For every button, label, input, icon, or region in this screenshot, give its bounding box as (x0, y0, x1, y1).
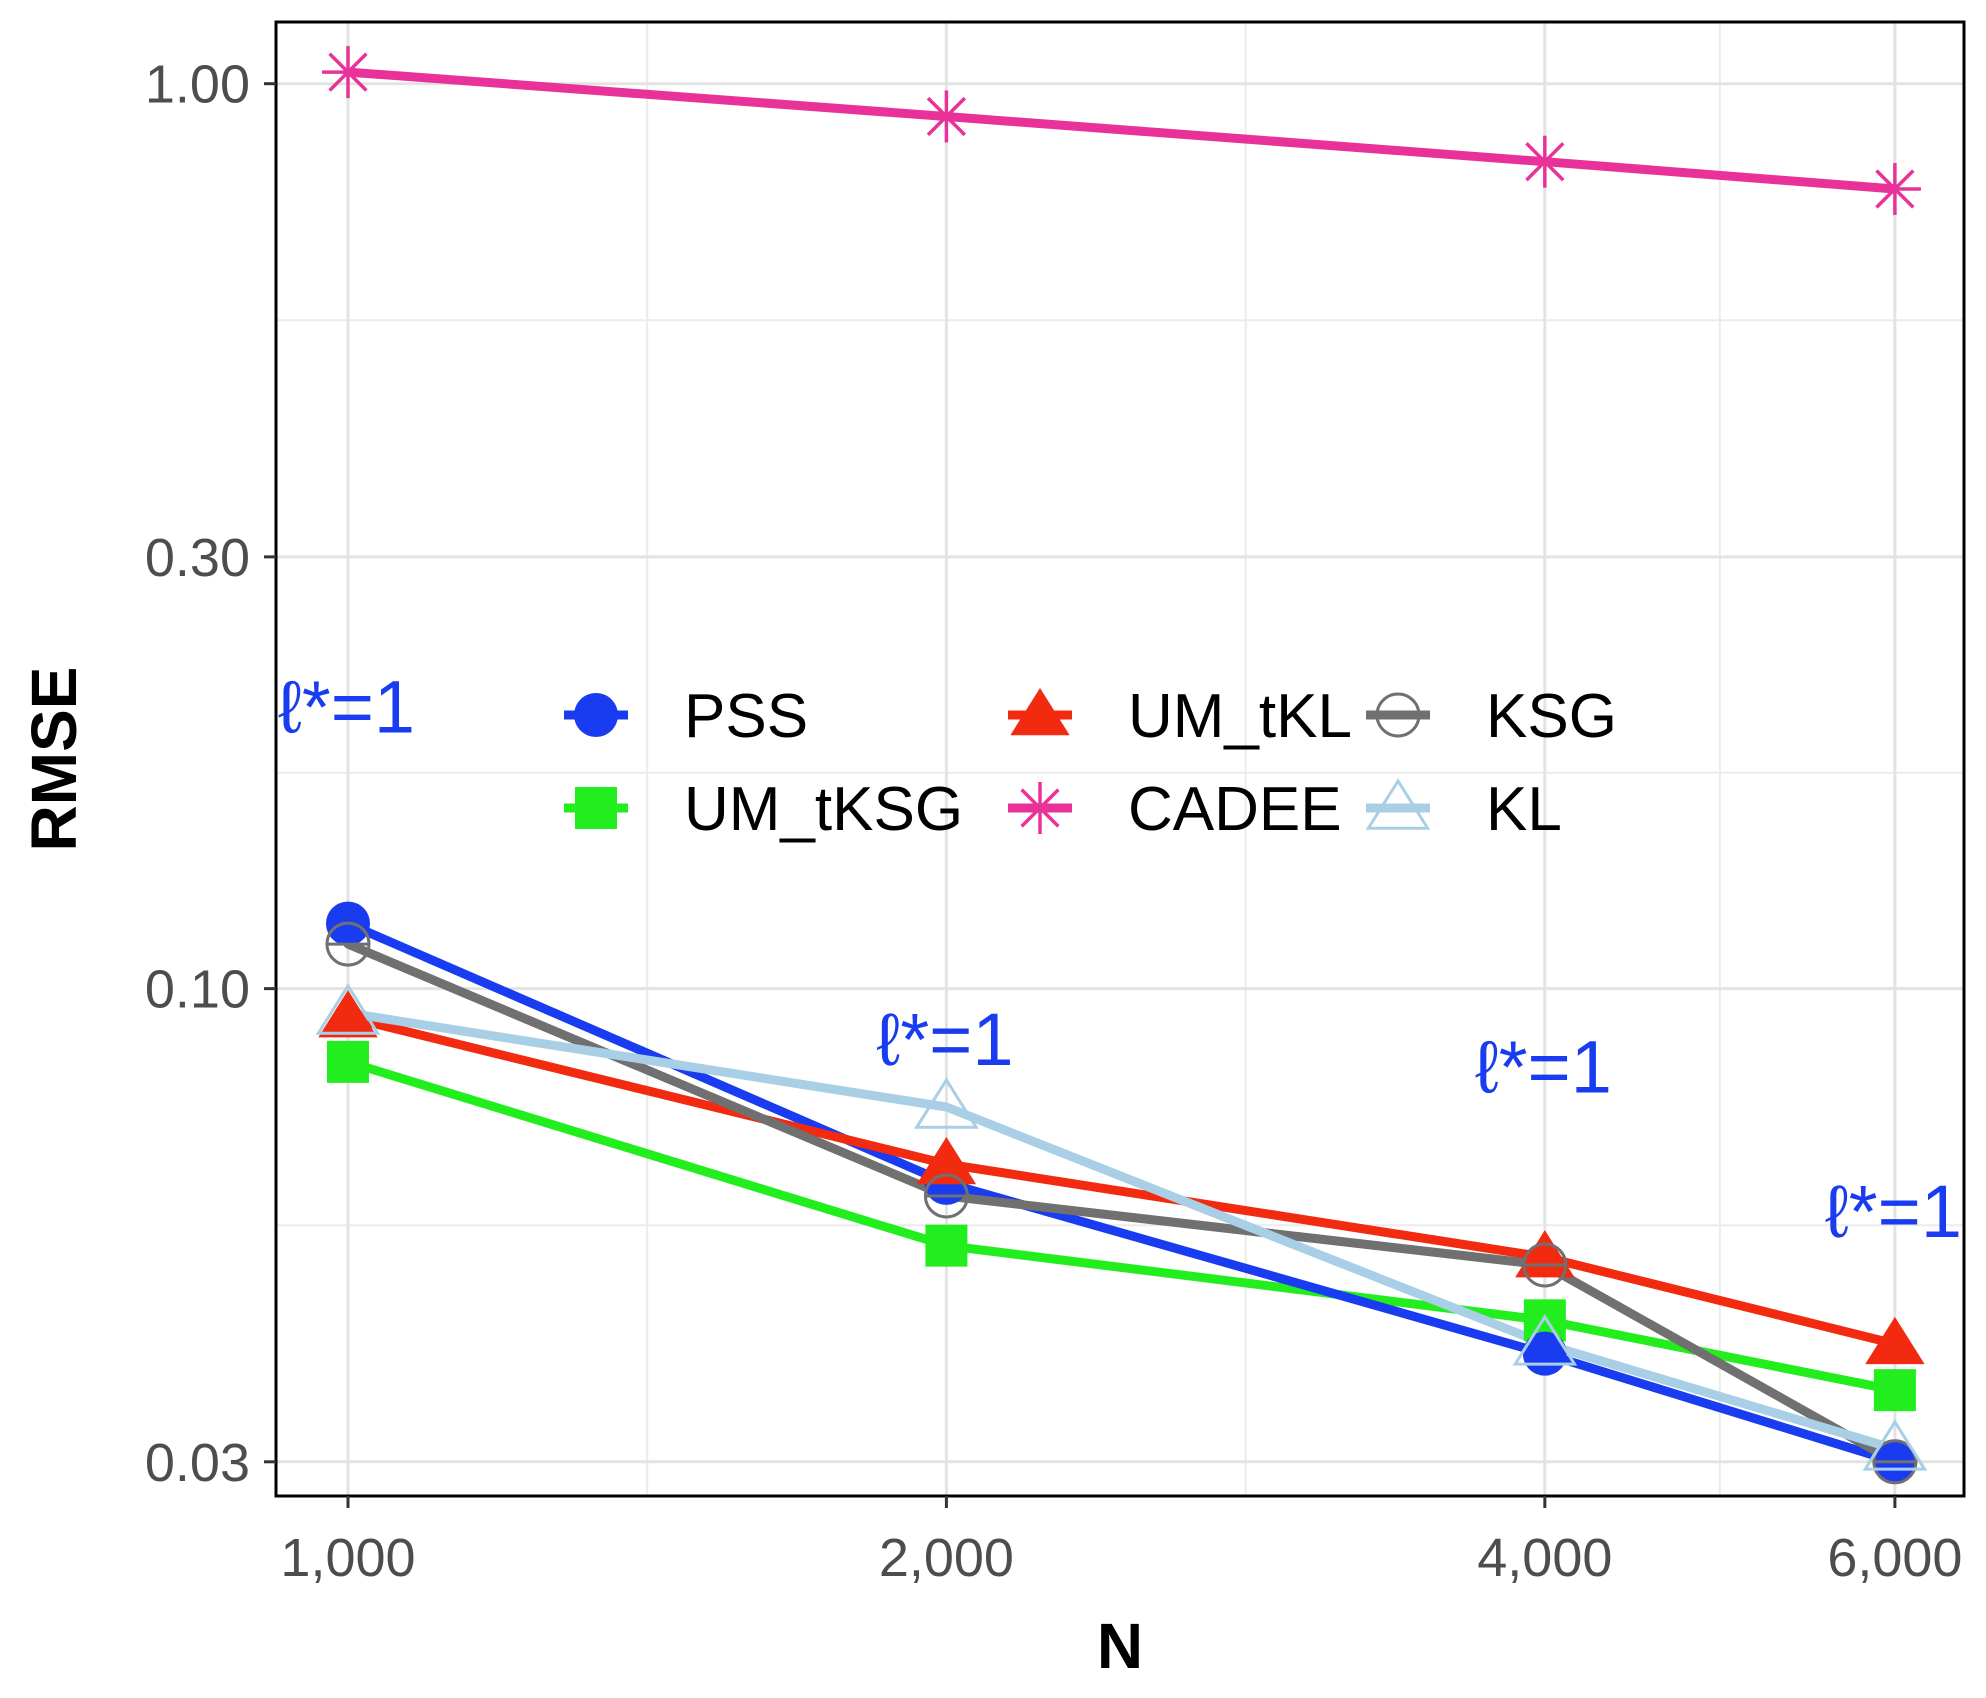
series-line-pss (343, 919, 1900, 1467)
point-kl (315, 983, 381, 1035)
point-ksg (325, 921, 371, 967)
y-tick-label: 0.30 (145, 528, 250, 588)
annotation-label: ℓ*=1 (876, 998, 1013, 1081)
legend: PSS UM_tKSG UM_tKL CADEE KSG KL (564, 682, 1617, 844)
legend-label: CADEE (1128, 775, 1342, 844)
point-cadee (321, 46, 374, 99)
annotations: ℓ*=1 ℓ*=1 ℓ*=1 ℓ*=1 (278, 666, 1962, 1253)
point-um-tkl (318, 990, 378, 1038)
legend-label: UM_tKSG (684, 775, 963, 844)
point-cadee (1518, 135, 1571, 188)
y-tick-label: 0.10 (145, 960, 250, 1020)
point-ksg (923, 1173, 969, 1219)
point-cadee-stroke (328, 52, 368, 92)
legend-item-kl: KL (1365, 775, 1562, 844)
legend-key-marker-stroke (1020, 788, 1060, 828)
annotation-label: ℓ*=1 (278, 666, 415, 749)
legend-item-um-tkl: UM_tKL (1008, 682, 1352, 751)
y-axis-title: RMSE (18, 667, 90, 852)
point-kl (1862, 1419, 1928, 1471)
series-line-um-tksg (343, 1057, 1900, 1395)
point-um-tkl (1865, 1316, 1925, 1365)
legend-item-pss: PSS (564, 682, 808, 751)
y-axis: 0.03 0.10 0.30 1.00 (145, 55, 276, 1493)
series-line-ksg (343, 939, 1900, 1467)
legend-label: UM_tKL (1128, 682, 1352, 751)
point-cadee-stroke (1525, 142, 1565, 182)
grid-lines (276, 22, 1964, 1496)
x-tick-label: 6,000 (1827, 1528, 1962, 1588)
point-pss (1522, 1331, 1567, 1376)
point-um-tkl (916, 1137, 977, 1185)
annotation-label: ℓ*=1 (1475, 1026, 1612, 1109)
legend-key-marker (1365, 778, 1431, 830)
x-axis-title: N (1097, 1610, 1143, 1682)
point-kl (913, 1077, 979, 1129)
legend-label: PSS (684, 682, 808, 751)
point-cadee (1868, 162, 1921, 215)
legend-key-marker (574, 693, 618, 737)
legend-key-marker (1010, 688, 1070, 736)
point-cadee (920, 90, 973, 143)
y-tick-label: 1.00 (145, 55, 250, 115)
point-um-tksg (925, 1224, 968, 1267)
legend-key-marker (575, 787, 617, 829)
series-line-um-tkl (343, 1012, 1900, 1349)
plot-border (274, 20, 1966, 1498)
annotation-label: ℓ*=1 (1825, 1170, 1962, 1253)
plot-panel (276, 22, 1964, 1496)
point-ksg (1872, 1439, 1918, 1485)
point-cadee-stroke (1875, 169, 1915, 209)
point-kl (1512, 1314, 1578, 1366)
x-axis: 1,000 2,000 4,000 6,000 (280, 1496, 1962, 1588)
x-tick-label: 1,000 (280, 1528, 415, 1588)
legend-key-marker (1375, 692, 1421, 738)
legend-item-ksg: KSG (1366, 682, 1617, 751)
y-tick-label: 0.03 (145, 1433, 250, 1493)
x-tick-label: 4,000 (1477, 1528, 1612, 1588)
legend-item-um-tksg: UM_tKSG (564, 775, 963, 844)
series-markers (315, 46, 1928, 1485)
legend-key-marker (1014, 782, 1066, 834)
point-ksg (1522, 1242, 1568, 1288)
series-line-cadee (343, 67, 1900, 194)
point-cadee-stroke (926, 96, 967, 137)
legend-item-cadee: CADEE (1008, 775, 1342, 844)
legend-label: KL (1486, 775, 1562, 844)
series-lines (343, 67, 1900, 1467)
x-tick-label: 2,000 (879, 1528, 1014, 1588)
series-line-kl (343, 1008, 1900, 1454)
point-um-tksg (326, 1040, 369, 1083)
legend-label: KSG (1486, 682, 1617, 751)
point-um-tksg (1873, 1369, 1916, 1412)
